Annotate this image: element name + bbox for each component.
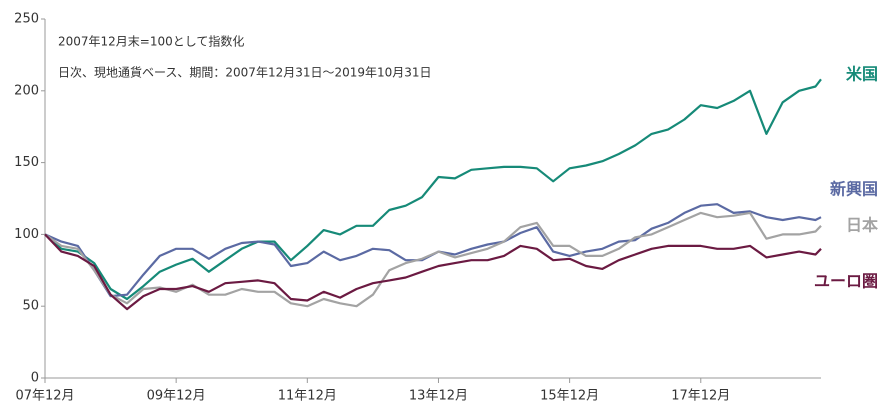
x-tick-label: 13年12月 [409, 389, 468, 404]
y-tick-label: 0 [31, 371, 39, 386]
y-tick-label: 150 [14, 155, 39, 170]
x-tick-label: 15年12月 [540, 389, 599, 404]
x-tick-label: 17年12月 [671, 389, 730, 404]
legend-label: ユーロ圏 [814, 272, 878, 291]
x-tick-label: 09年12月 [147, 389, 206, 404]
series-line [44, 211, 822, 308]
series-line [44, 233, 822, 311]
legend-label: 米国 [846, 65, 878, 84]
y-tick-label: 50 [22, 299, 39, 314]
y-tick-label: 250 [14, 12, 39, 27]
legend-label: 新興国 [830, 180, 878, 199]
x-tick-label: 07年12月 [15, 389, 74, 404]
y-tick-label: 200 [14, 83, 39, 98]
x-tick-label: 11年12月 [278, 389, 337, 404]
series-line [44, 203, 822, 298]
annotation: 日次、現地通貨ベース、期間：2007年12月31日～2019年10月31日 [58, 65, 432, 80]
annotation: 2007年12月末=100として指数化 [58, 34, 244, 49]
series-line [44, 78, 822, 301]
y-tick-label: 100 [14, 227, 39, 242]
legend-label: 日本 [846, 216, 878, 235]
